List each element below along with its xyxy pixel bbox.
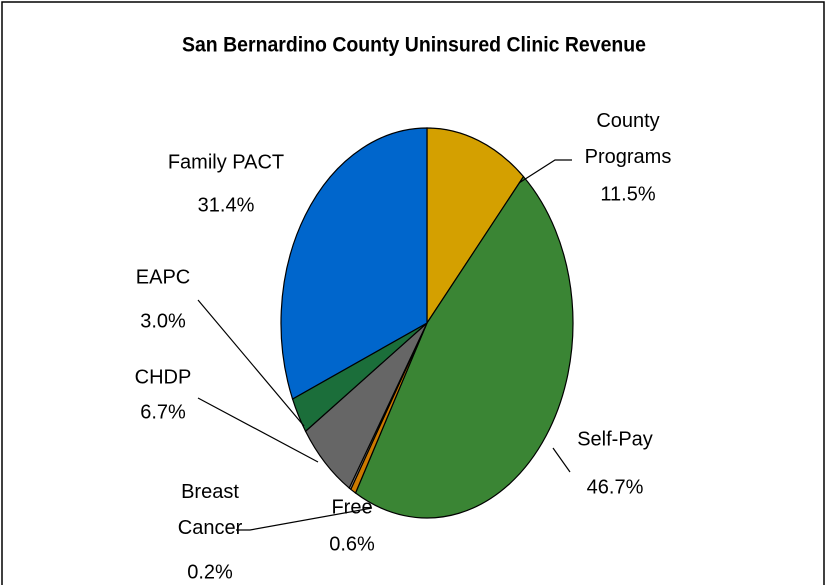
slice-value: 46.7%	[587, 476, 644, 498]
slice-value: 6.7%	[140, 401, 186, 423]
slice-label: County Programs	[585, 110, 672, 168]
slice-value: 3.0%	[140, 310, 186, 332]
slice-label: EAPC	[136, 266, 190, 288]
slice-value: 0.6%	[329, 533, 375, 555]
slice-value: 31.4%	[198, 194, 255, 216]
slice-value: 0.2%	[187, 561, 233, 583]
leader-line	[197, 397, 319, 463]
pie-slice	[426, 127, 525, 326]
labels: County Programs 11.5% Self-Pay 46.7% Free 0.6%…	[135, 110, 672, 583]
leader-line	[197, 299, 305, 427]
pie-slice	[354, 175, 574, 519]
slice-label: Self-Pay	[577, 428, 653, 450]
slice-label: Free	[331, 496, 372, 518]
leader-line	[236, 507, 373, 531]
chart-title: San Bernardino County Uninsured Clinic R…	[182, 34, 646, 57]
slice-value: 11.5%	[600, 183, 655, 205]
pie	[280, 127, 574, 519]
slice-label: CHDP	[135, 366, 192, 388]
slice-label: Family PACT	[168, 151, 284, 173]
pie-slice	[280, 127, 428, 400]
leader-line	[518, 159, 572, 184]
slice-label: Breast Cancer	[178, 481, 243, 539]
leader-line	[552, 447, 571, 473]
